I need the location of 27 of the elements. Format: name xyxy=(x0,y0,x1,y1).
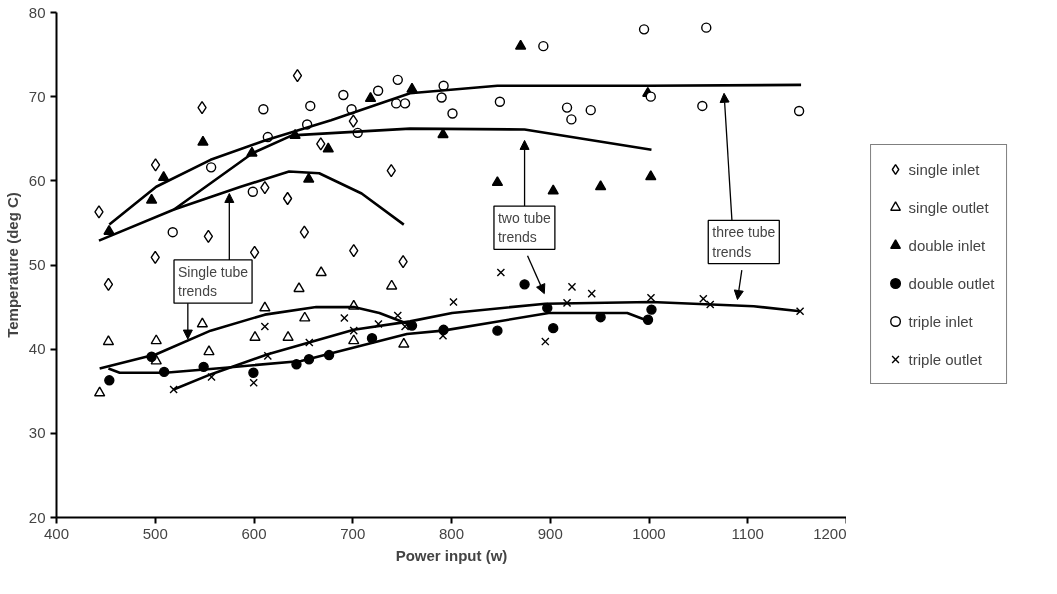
y-tick-label: 30 xyxy=(28,424,46,442)
x-tick-label: 700 xyxy=(340,524,366,542)
y-tick-label: 50 xyxy=(28,256,46,273)
x-axis-title: Power input (w) xyxy=(395,546,508,564)
x-tick-label: 800 xyxy=(438,524,465,542)
legend-label: single outlet xyxy=(908,198,989,216)
y-tick-label: 80 xyxy=(28,3,46,21)
annotation: three tube trends xyxy=(712,224,776,260)
annotation: two tube trends xyxy=(497,210,552,246)
annotation: Single tube trends xyxy=(178,263,249,300)
x-tick-label: 1200 xyxy=(813,524,847,542)
y-tick-label: 70 xyxy=(28,87,46,105)
legend-label: double inlet xyxy=(908,236,986,254)
y-tick-label: 20 xyxy=(28,508,46,526)
y-tick-label: 40 xyxy=(28,340,46,358)
legend-label: double outlet xyxy=(908,274,995,292)
x-tick-label: 400 xyxy=(43,524,70,542)
y-tick-label: 60 xyxy=(28,171,46,189)
legend-label: single inlet xyxy=(908,160,980,178)
x-tick-label: 500 xyxy=(142,524,168,542)
y-axis-title: Temperature (deg C) xyxy=(3,192,21,338)
legend-label: triple inlet xyxy=(908,312,973,330)
legend-label: triple outlet xyxy=(908,350,982,368)
x-tick-label: 1000 xyxy=(632,524,666,542)
x-tick-label: 900 xyxy=(537,524,563,542)
x-tick-label: 600 xyxy=(241,524,267,542)
x-tick-label: 1100 xyxy=(731,524,764,542)
